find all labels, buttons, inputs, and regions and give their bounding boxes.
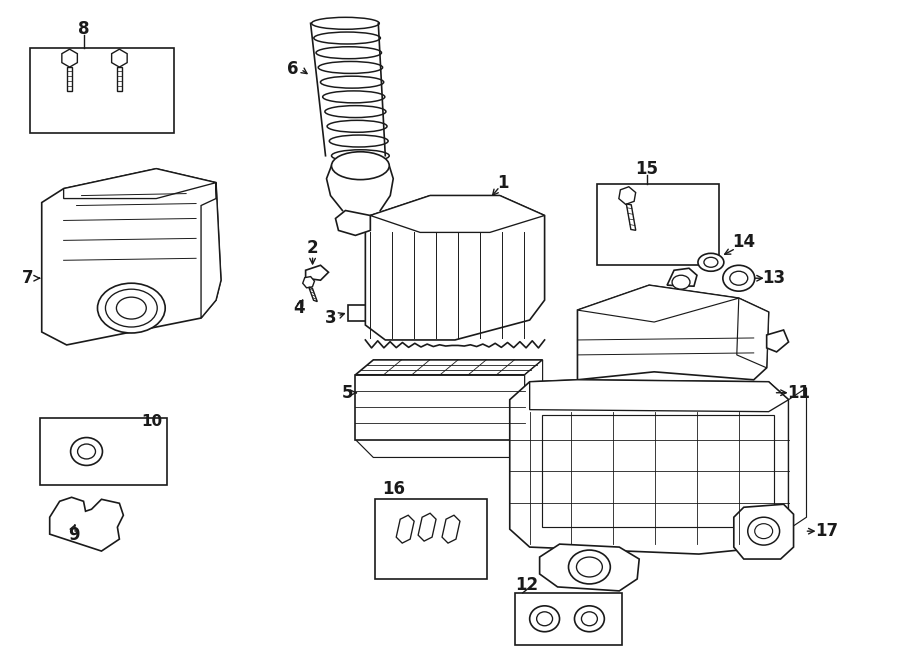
Polygon shape [542,414,774,527]
Bar [598,184,719,265]
Polygon shape [50,497,123,551]
Ellipse shape [530,606,560,632]
Text: 8: 8 [77,20,89,38]
Text: 4: 4 [292,299,304,317]
Ellipse shape [97,283,166,333]
Polygon shape [41,169,221,345]
Polygon shape [356,360,543,375]
Polygon shape [418,513,436,541]
Polygon shape [356,440,543,457]
Bar [117,67,122,91]
Polygon shape [578,285,769,380]
Polygon shape [509,380,788,554]
Text: 7: 7 [22,269,33,288]
Polygon shape [64,169,216,198]
Bar [375,499,487,579]
Bar [68,67,72,91]
Text: 14: 14 [733,233,755,251]
Bar [348,305,376,321]
Polygon shape [767,330,788,352]
Text: 17: 17 [814,522,838,540]
Ellipse shape [70,438,103,465]
Text: 12: 12 [515,576,538,594]
Polygon shape [619,187,635,204]
Text: 11: 11 [787,384,810,402]
Ellipse shape [672,275,690,289]
Polygon shape [578,285,739,322]
Ellipse shape [569,550,610,584]
Text: 16: 16 [382,481,405,498]
Text: 15: 15 [635,160,659,178]
Polygon shape [525,360,543,457]
Polygon shape [365,196,544,340]
Polygon shape [442,515,460,543]
Polygon shape [788,388,806,529]
Polygon shape [530,380,788,412]
Polygon shape [626,204,635,230]
Text: 6: 6 [287,60,299,78]
Polygon shape [112,49,127,67]
Ellipse shape [331,152,390,180]
Polygon shape [737,298,769,368]
Polygon shape [62,49,77,67]
Polygon shape [396,515,414,543]
Text: 2: 2 [307,239,319,257]
Polygon shape [309,287,318,301]
Bar [30,48,175,133]
Polygon shape [201,182,221,318]
Bar [515,593,622,644]
Text: 5: 5 [342,384,353,402]
Text: 9: 9 [68,526,79,544]
Bar [40,418,167,485]
Text: 13: 13 [762,269,785,288]
Polygon shape [302,276,314,288]
Text: 3: 3 [325,309,337,327]
Polygon shape [370,196,544,233]
Polygon shape [356,375,525,440]
Ellipse shape [723,265,755,291]
Ellipse shape [574,606,604,632]
Text: 10: 10 [141,414,162,429]
Polygon shape [667,268,697,286]
Text: 1: 1 [497,174,508,192]
Polygon shape [306,265,328,280]
Polygon shape [540,544,639,591]
Polygon shape [734,504,794,559]
Ellipse shape [698,253,724,271]
Polygon shape [336,210,370,235]
